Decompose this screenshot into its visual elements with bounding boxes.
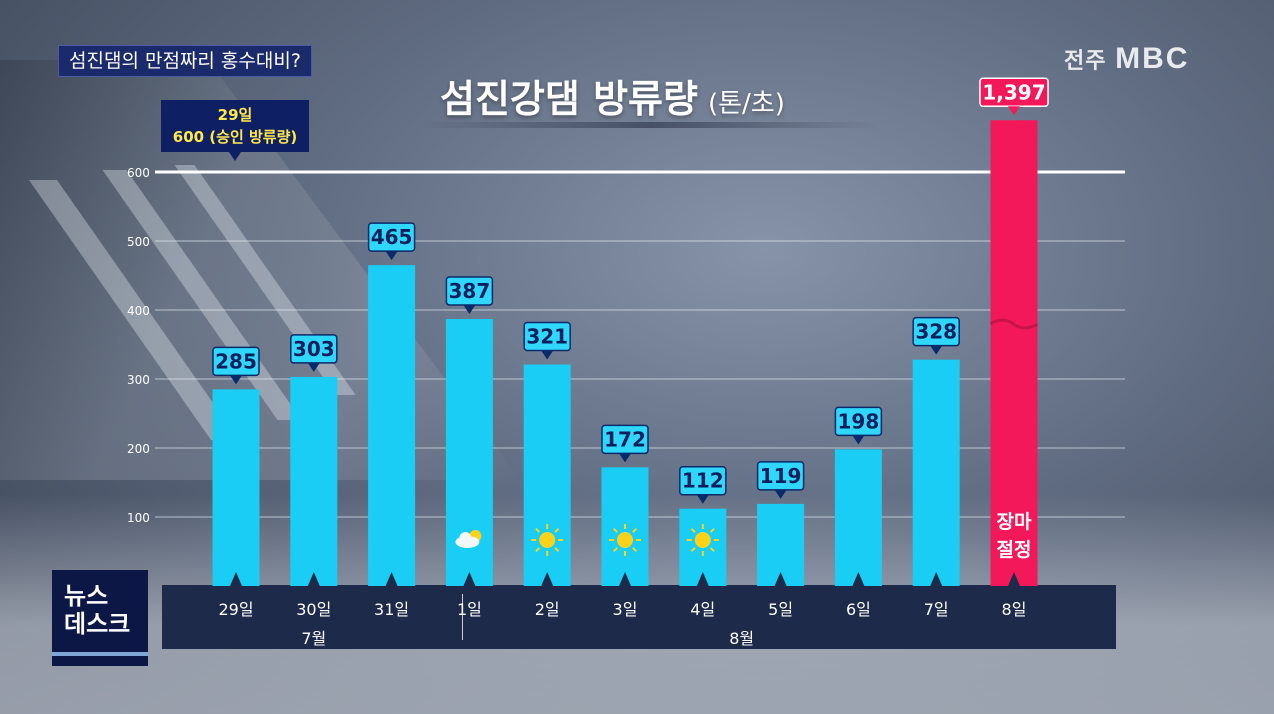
value-label-tail xyxy=(696,494,709,504)
x-tick-label: 6일 xyxy=(845,600,871,619)
sun-ray xyxy=(554,547,560,553)
sun-ray xyxy=(709,527,715,533)
bar-base-notch xyxy=(852,572,865,586)
value-label: 387 xyxy=(449,279,491,303)
bar-base-notch xyxy=(696,572,709,586)
sun-ray xyxy=(632,547,638,553)
bar xyxy=(523,364,571,586)
bar-base-notch xyxy=(930,572,943,586)
reference-note-line1: 29일 xyxy=(217,106,253,124)
value-label-tail xyxy=(230,375,242,385)
sun-icon xyxy=(539,532,556,548)
value-label: 112 xyxy=(682,469,724,493)
cloud-icon xyxy=(459,532,472,544)
x-tick-label: 8일 xyxy=(1001,600,1027,619)
value-label: 198 xyxy=(838,409,880,433)
bar xyxy=(368,265,416,586)
chart-unit: (톤/초) xyxy=(707,89,785,119)
news-desk-line2: 데스크 xyxy=(64,610,131,638)
highlight-note: 장마 xyxy=(997,511,1032,533)
axis-break-mark xyxy=(989,318,1039,330)
value-label: 1,397 xyxy=(982,80,1045,104)
x-tick-label: 29일 xyxy=(218,600,254,619)
value-label: 328 xyxy=(915,320,957,344)
y-tick-label: 500 xyxy=(127,235,150,249)
highlight-note: 절정 xyxy=(997,539,1032,561)
value-label-tail xyxy=(541,350,554,360)
value-label: 285 xyxy=(215,349,257,373)
sun-ray xyxy=(690,527,696,533)
logo-brand: MBC xyxy=(1115,42,1190,75)
sun-ray xyxy=(632,527,638,533)
value-label-tail xyxy=(385,251,398,261)
broadcaster-logo: 전주 MBC xyxy=(1064,42,1189,76)
news-desk-accent xyxy=(52,652,148,656)
bar-base-notch xyxy=(541,572,554,586)
month-label: 8월 xyxy=(729,629,755,648)
bar-base-notch xyxy=(230,572,242,586)
value-label-tail xyxy=(774,489,787,499)
y-tick-label: 600 xyxy=(127,166,150,180)
value-label-tail xyxy=(619,453,631,463)
x-tick-label: 4일 xyxy=(690,600,716,619)
month-separator xyxy=(462,594,463,640)
x-tick-label: 3일 xyxy=(612,600,638,619)
value-label: 172 xyxy=(604,427,646,451)
bar xyxy=(912,359,960,586)
y-tick-label: 300 xyxy=(127,373,150,387)
reference-note-line2: 600 (승인 방류량) xyxy=(172,128,298,146)
bar-base-notch xyxy=(774,572,787,586)
title-underline xyxy=(420,122,880,128)
sun-ray xyxy=(554,527,560,533)
bar-base-notch xyxy=(619,572,631,586)
value-label: 303 xyxy=(293,337,335,361)
month-label: 7월 xyxy=(301,629,327,648)
value-label: 119 xyxy=(760,464,802,488)
value-label-tail xyxy=(930,345,943,355)
x-tick-label: 31일 xyxy=(374,600,410,619)
x-tick-label: 7일 xyxy=(923,600,949,619)
sun-ray xyxy=(535,527,541,533)
y-tick-label: 200 xyxy=(127,442,150,456)
sun-ray xyxy=(535,547,541,553)
headline-caption: 섬진댐의 만점짜리 홍수대비? xyxy=(58,45,312,77)
value-label: 321 xyxy=(526,325,568,349)
chart-title-text: 섬진강댐 방류량 xyxy=(440,77,698,121)
sun-icon xyxy=(617,532,633,548)
bar-base-notch xyxy=(385,572,398,586)
x-tick-label: 5일 xyxy=(768,600,794,619)
bar-base-notch xyxy=(307,572,320,586)
highlight-bar xyxy=(990,120,1038,586)
value-label-tail xyxy=(307,362,320,372)
logo-region: 전주 xyxy=(1064,49,1107,74)
bar xyxy=(212,389,260,586)
reference-note: 29일 600 (승인 방류량) xyxy=(161,100,309,152)
news-desk-logo: 뉴스 데스크 xyxy=(52,570,148,666)
x-axis-band xyxy=(162,585,1116,649)
sun-icon xyxy=(694,532,711,548)
y-tick-label: 100 xyxy=(127,511,150,525)
x-tick-label: 1일 xyxy=(456,600,482,619)
sun-ray xyxy=(612,527,618,533)
bar xyxy=(834,449,882,586)
sun-ray xyxy=(690,547,696,553)
bar-base-notch xyxy=(463,572,476,586)
value-label-tail xyxy=(852,435,865,445)
sun-ray xyxy=(709,547,715,553)
sun-ray xyxy=(612,547,618,553)
value-label-tail xyxy=(1008,106,1020,116)
value-label-tail xyxy=(463,304,476,314)
y-tick-label: 400 xyxy=(127,304,150,318)
bar xyxy=(290,376,338,586)
news-desk-line1: 뉴스 xyxy=(64,582,109,610)
value-label: 465 xyxy=(371,225,413,249)
reference-note-tail xyxy=(229,152,241,161)
chart-title: 섬진강댐 방류량 (톤/초) xyxy=(440,68,785,123)
bar-base-notch xyxy=(1008,572,1020,586)
x-tick-label: 30일 xyxy=(296,600,332,619)
x-tick-label: 2일 xyxy=(534,600,560,619)
